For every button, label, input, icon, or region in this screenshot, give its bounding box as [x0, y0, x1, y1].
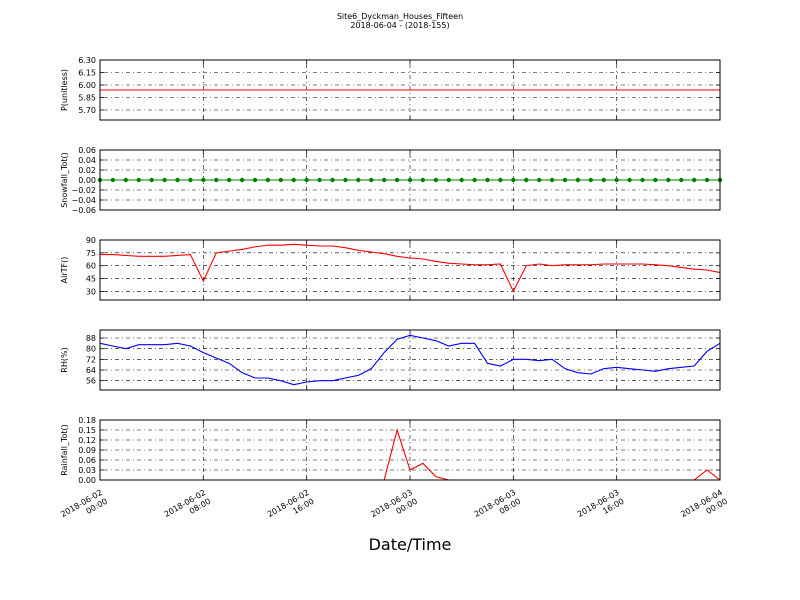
data-point — [640, 177, 645, 183]
data-line — [99, 334, 721, 386]
y-axis-label: RH(%) — [60, 347, 69, 372]
data-point — [511, 177, 516, 183]
y-tick-label: 90 — [86, 236, 96, 245]
data-point — [575, 177, 581, 183]
data-point — [291, 177, 296, 183]
y-tick-label: 5.70 — [78, 106, 96, 115]
y-tick-label: 6.00 — [78, 81, 96, 90]
data-point — [627, 177, 632, 183]
data-point — [459, 177, 464, 183]
data-point — [265, 177, 271, 183]
data-point — [601, 177, 606, 183]
y-tick-label: 6.15 — [78, 69, 96, 78]
y-tick-label: 0.00 — [78, 176, 96, 185]
data-point — [536, 177, 542, 183]
data-point — [123, 177, 129, 183]
y-tick-label: 72 — [86, 355, 96, 364]
data-point — [356, 177, 361, 183]
y-tick-label: 56 — [86, 377, 96, 386]
y-axis-label: AirTF() — [60, 257, 69, 284]
data-point — [226, 177, 232, 183]
y-tick-label: 64 — [86, 366, 96, 375]
data-point — [704, 177, 710, 183]
y-tick-label: 75 — [86, 249, 96, 258]
data-point — [343, 177, 348, 183]
data-point — [252, 177, 258, 183]
data-point — [498, 177, 503, 183]
data-point — [369, 177, 374, 183]
data-point — [653, 177, 658, 183]
data-point — [239, 177, 245, 183]
plot-frame — [99, 329, 721, 391]
y-tick-label: −0.04 — [71, 196, 96, 205]
y-tick-label: 0.06 — [78, 146, 96, 155]
y-tick-label: −0.06 — [71, 206, 96, 215]
data-point — [175, 177, 180, 183]
plot-frame — [99, 149, 721, 211]
y-tick-label: 45 — [86, 275, 96, 284]
y-tick-label: 0.04 — [78, 156, 96, 165]
y-tick-label: 30 — [86, 287, 96, 296]
data-point — [666, 177, 671, 183]
data-point — [330, 177, 335, 183]
data-point — [446, 177, 451, 183]
y-tick-label: −0.02 — [71, 186, 96, 195]
y-tick-label: 5.85 — [78, 94, 96, 103]
data-point — [524, 177, 529, 183]
data-point — [214, 177, 219, 183]
data-point — [588, 177, 594, 183]
plot-frame — [99, 239, 721, 301]
y-tick-label: 0.15 — [78, 426, 96, 435]
y-tick-label: 6.30 — [78, 56, 96, 65]
y-axis-label: Rainfall_Tot() — [60, 424, 69, 476]
chart-subtitle: 2018-06-04 - (2018-155) — [350, 21, 449, 30]
data-point — [201, 177, 206, 183]
y-tick-label: 0.03 — [78, 466, 96, 475]
data-point — [394, 177, 400, 183]
data-point — [110, 177, 116, 183]
data-point — [136, 177, 141, 183]
x-axis-label: Date/Time — [369, 535, 452, 554]
chart-title: Site6_Dyckman_Houses_Fifteen — [337, 12, 463, 21]
data-point — [691, 177, 697, 183]
data-point — [562, 177, 568, 183]
data-point — [188, 177, 193, 183]
y-tick-label: 0.18 — [78, 416, 96, 425]
y-tick-label: 0.12 — [78, 436, 96, 445]
data-point — [407, 177, 413, 183]
data-point — [278, 177, 284, 183]
data-point — [149, 177, 154, 183]
data-point — [485, 177, 490, 183]
data-point — [433, 177, 439, 183]
y-tick-label: 88 — [86, 334, 96, 343]
y-axis-label: P(unitless) — [60, 69, 69, 111]
y-tick-label: 0.00 — [78, 476, 96, 485]
data-point — [304, 177, 309, 183]
data-point — [549, 177, 555, 183]
y-tick-label: 0.02 — [78, 166, 96, 175]
y-tick-label: 80 — [86, 345, 96, 354]
y-tick-label: 0.09 — [78, 446, 96, 455]
data-point — [381, 177, 387, 183]
data-point — [614, 177, 619, 183]
y-axis-label: Snowfall_Tot() — [60, 152, 69, 208]
data-point — [679, 177, 684, 183]
y-tick-label: 0.06 — [78, 456, 96, 465]
data-point — [472, 177, 477, 183]
y-tick-label: 60 — [86, 262, 96, 271]
data-point — [317, 177, 322, 183]
plot-frame — [99, 419, 721, 481]
data-point — [420, 177, 426, 183]
plot-frame — [99, 59, 721, 121]
data-point — [162, 177, 167, 183]
data-line — [100, 243, 721, 293]
